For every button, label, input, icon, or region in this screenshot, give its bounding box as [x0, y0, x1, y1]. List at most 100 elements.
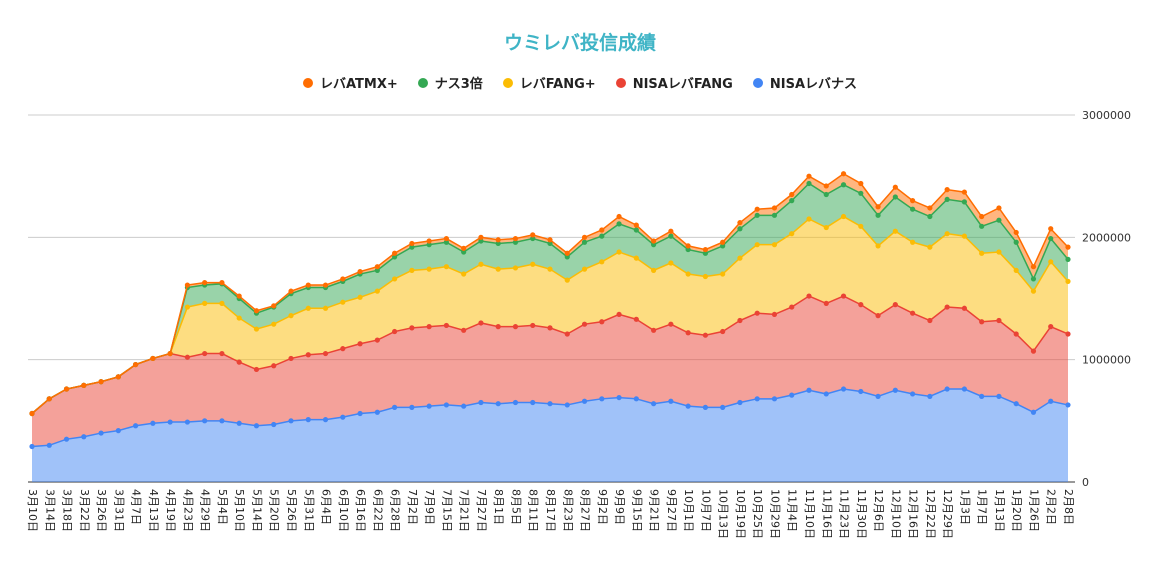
point-レバATMX+ [46, 396, 52, 402]
point-ナス3倍 [392, 254, 398, 260]
point-NISAレバFANG [927, 317, 933, 324]
point-レバATMX+ [996, 205, 1002, 211]
point-NISAレバナス [581, 398, 588, 404]
point-レバATMX+ [150, 355, 156, 362]
point-NISAレバナス [167, 419, 173, 425]
point-レバATMX+ [288, 288, 294, 294]
x-tick-label: 7月2日 [406, 489, 419, 525]
point-NISAレバFANG [271, 363, 277, 369]
x-tick-label: 1月13日 [993, 489, 1006, 532]
point-NISAレバナス [1048, 398, 1054, 404]
point-NISAレバナス [46, 442, 52, 448]
legend-item-nisa-fang: NISAレバFANG [615, 73, 733, 92]
point-NISAレバFANG [305, 352, 311, 358]
point-NISAレバFANG [581, 321, 588, 327]
point-NISAレバナス [564, 402, 570, 408]
point-レバFANG+ [599, 259, 605, 265]
point-ナス3倍 [512, 239, 519, 245]
point-NISAレバナス [737, 399, 743, 406]
point-レバFANG+ [892, 228, 898, 234]
point-レバATMX+ [1065, 244, 1071, 250]
point-NISAレバFANG [443, 322, 449, 329]
point-レバFANG+ [581, 266, 588, 272]
point-NISAレバFANG [754, 310, 760, 316]
x-tick-label: 6月10日 [337, 489, 350, 532]
point-レバATMX+ [616, 213, 622, 220]
point-NISAレバFANG [599, 319, 605, 325]
legend-swatch [752, 77, 763, 88]
x-tick-label: 10月1日 [682, 489, 695, 532]
point-NISAレバFANG [616, 311, 622, 318]
point-NISAレバナス [478, 399, 484, 406]
point-ナス3倍 [443, 239, 449, 245]
point-ナス3倍 [426, 242, 432, 248]
point-レバFANG+ [392, 276, 398, 282]
x-tick-label: 12月22日 [924, 489, 937, 539]
point-NISAレバFANG [236, 359, 242, 365]
point-NISAレバナス [271, 421, 277, 428]
point-NISAレバFANG [702, 332, 709, 338]
point-レバATMX+ [633, 222, 639, 228]
point-レバATMX+ [512, 235, 519, 242]
point-NISAレバナス [979, 393, 985, 399]
x-tick-label: 3月31日 [112, 489, 125, 532]
point-レバATMX+ [754, 206, 760, 212]
point-レバATMX+ [236, 293, 242, 299]
point-NISAレバFANG [219, 350, 225, 357]
point-レバATMX+ [668, 228, 674, 234]
point-レバFANG+ [875, 243, 881, 249]
legend-item-nisa-nas: NISAレバナス [752, 73, 857, 92]
point-レバATMX+ [98, 379, 104, 385]
point-NISAレバナス [133, 423, 139, 429]
y-tick-label: 3000000 [1082, 109, 1131, 122]
point-NISAレバナス [771, 396, 778, 402]
point-NISAレバFANG [685, 330, 691, 336]
point-NISAレバナス [305, 417, 311, 423]
x-tick-label: 7月9日 [423, 489, 436, 525]
point-レバFANG+ [426, 266, 432, 272]
point-NISAレバナス [202, 418, 208, 424]
point-NISAレバFANG [374, 337, 380, 343]
point-レバFANG+ [979, 250, 985, 256]
x-tick-label: 2月2日 [1045, 489, 1058, 525]
point-NISAレバナス [547, 401, 553, 407]
point-NISAレバナス [115, 428, 121, 434]
point-レバFANG+ [823, 224, 829, 231]
y-tick-label: 0 [1082, 476, 1089, 489]
legend-swatch [615, 77, 626, 88]
point-レバFANG+ [1065, 278, 1071, 284]
point-レバATMX+ [789, 191, 795, 198]
point-レバATMX+ [133, 361, 139, 368]
point-レバATMX+ [1013, 229, 1019, 236]
x-tick-label: 2月8日 [1062, 489, 1075, 525]
point-NISAレバナス [910, 391, 916, 397]
x-tick-label: 3月10日 [26, 489, 39, 532]
point-レバFANG+ [996, 249, 1002, 255]
point-ナス3倍 [668, 233, 674, 239]
point-レバFANG+ [564, 277, 570, 283]
point-レバATMX+ [426, 238, 432, 244]
point-NISAレバナス [253, 423, 260, 429]
legend-swatch [417, 77, 428, 88]
point-レバFANG+ [357, 294, 363, 300]
point-レバFANG+ [961, 233, 968, 239]
point-NISAレバFANG [875, 313, 881, 319]
point-レバATMX+ [253, 308, 260, 314]
point-レバATMX+ [184, 282, 190, 288]
point-レバATMX+ [547, 237, 553, 243]
point-NISAレバナス [806, 387, 812, 393]
point-NISAレバナス [685, 403, 691, 409]
point-NISAレバナス [944, 386, 950, 392]
point-NISAレバFANG [426, 324, 432, 330]
point-レバATMX+ [322, 282, 329, 288]
point-ナス3倍 [685, 246, 691, 253]
point-レバATMX+ [81, 382, 87, 388]
point-レバATMX+ [702, 246, 709, 253]
point-レバFANG+ [910, 239, 916, 245]
point-レバATMX+ [771, 205, 778, 211]
point-NISAレバFANG [633, 316, 639, 322]
point-NISAレバFANG [288, 355, 294, 362]
point-ナス3倍 [823, 191, 829, 198]
point-NISAレバナス [996, 393, 1002, 399]
point-NISAレバナス [530, 399, 536, 406]
